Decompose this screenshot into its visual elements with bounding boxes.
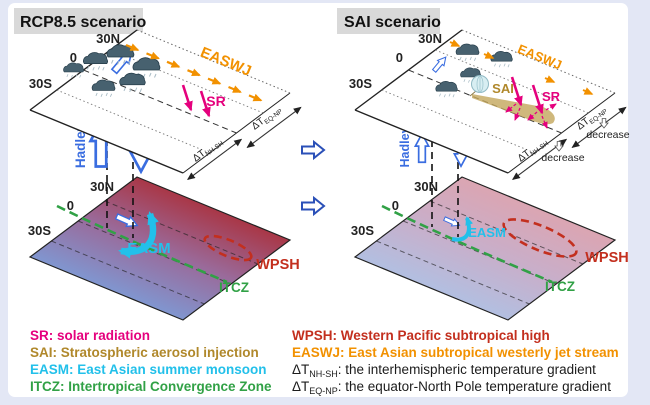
easm-arrow <box>118 211 159 259</box>
legend-sai: SAI: Stratospheric aerosol injection <box>30 345 259 360</box>
atmos-lat-eq: 0 <box>396 50 403 65</box>
surface-lat-eq: 0 <box>67 198 74 213</box>
balloon-stripes <box>476 75 484 93</box>
surface-lat-30s: 30S <box>351 223 374 238</box>
legend-easwj: EASWJ: East Asian subtropical westerly j… <box>292 345 619 360</box>
hadley-label: Hadley <box>398 126 412 167</box>
surface-lat-eq: 0 <box>392 198 399 213</box>
easwj-jet-arrows <box>449 39 594 95</box>
easm-arrow <box>451 216 474 242</box>
atmos-lat-30n: 30N <box>96 31 120 46</box>
surface-lat-30s: 30S <box>28 223 51 238</box>
easwj-jet-arrows <box>125 43 263 102</box>
itcz-label: ITCZ <box>545 279 575 294</box>
legend-wpsh: WPSH: Western Pacific subtropical high <box>292 328 550 343</box>
sai-panel: SAI scenario 30N 0 30S EASM WPSH ITCZ Ha… <box>337 8 630 321</box>
temperature-gradient-annotation: ΔTNH-SH ΔTEQ-NP decrease decrease <box>511 106 630 180</box>
wpsh-label: WPSH <box>256 257 300 273</box>
sr-label: SR <box>542 89 561 104</box>
sai-title: SAI scenario <box>344 14 441 31</box>
rcp85-surface-plane: 30N 0 30S EASM WPSH ITCZ <box>28 176 300 321</box>
legend-dt-nhsh: ΔTNH-SH: the interhemispheric temperatur… <box>292 362 596 379</box>
legend-sr: SR: solar radiation <box>30 328 150 343</box>
plane-top-edge <box>136 29 291 94</box>
rcp85-title: RCP8.5 scenario <box>20 14 147 31</box>
easm-label: EASM <box>127 240 170 257</box>
legend: SR: solar radiation SAI: Stratospheric a… <box>30 328 619 396</box>
atmos-lat-30s: 30S <box>29 76 52 91</box>
decrease-nhsh: decrease <box>541 152 584 164</box>
itcz-line <box>381 204 553 284</box>
latitude-dotted <box>56 49 264 154</box>
sai-label: SAI <box>492 81 514 96</box>
rcp85-title-box <box>14 8 143 34</box>
rcp85-panel: RCP8.5 scenario 30N 0 30S EASM WPSH ITCZ… <box>14 8 302 321</box>
decrease-eqnp: decrease <box>586 129 629 141</box>
surface-lat-30n: 30N <box>414 179 438 194</box>
legend-itcz: ITCZ: Intertropical Convergence Zone <box>30 379 272 394</box>
plane-top-edge <box>461 29 616 94</box>
sai-surface-plane: 30N 0 30S EASM WPSH ITCZ <box>351 176 629 321</box>
solar-radiation-arrows <box>181 84 211 118</box>
legend-dt-eqnp: ΔTEQ-NP: the equator-North Pole temperat… <box>292 379 611 396</box>
atmos-lat-eq: 0 <box>70 50 77 65</box>
balloon-tether <box>469 90 477 97</box>
surface-lat-30n: 30N <box>90 179 114 194</box>
sai-atmosphere-plane: 30N 0 30S EASWJ <box>349 29 630 180</box>
latitude-gridlines <box>376 200 584 305</box>
wpsh-label: WPSH <box>585 250 629 266</box>
wpsh-ellipse <box>502 218 578 258</box>
sr-label: SR <box>206 93 225 109</box>
latitude-dotted <box>381 49 589 154</box>
surface-plane <box>28 176 292 321</box>
scattered-radiation-arrows <box>505 103 557 129</box>
itcz-label: ITCZ <box>219 280 249 295</box>
solar-radiation-arrows <box>510 76 544 115</box>
equator-line <box>83 69 237 134</box>
surface-plane <box>353 176 617 321</box>
legend-easm: EASM: East Asian summer monsoon <box>30 362 267 377</box>
wpsh-ellipse <box>203 234 253 262</box>
atmos-lat-30n: 30N <box>418 31 442 46</box>
hadley-label: Hadley <box>73 123 88 168</box>
atmos-lat-30s: 30S <box>349 76 372 91</box>
sai-title-box <box>337 8 440 34</box>
easm-label: EASM <box>468 225 506 240</box>
